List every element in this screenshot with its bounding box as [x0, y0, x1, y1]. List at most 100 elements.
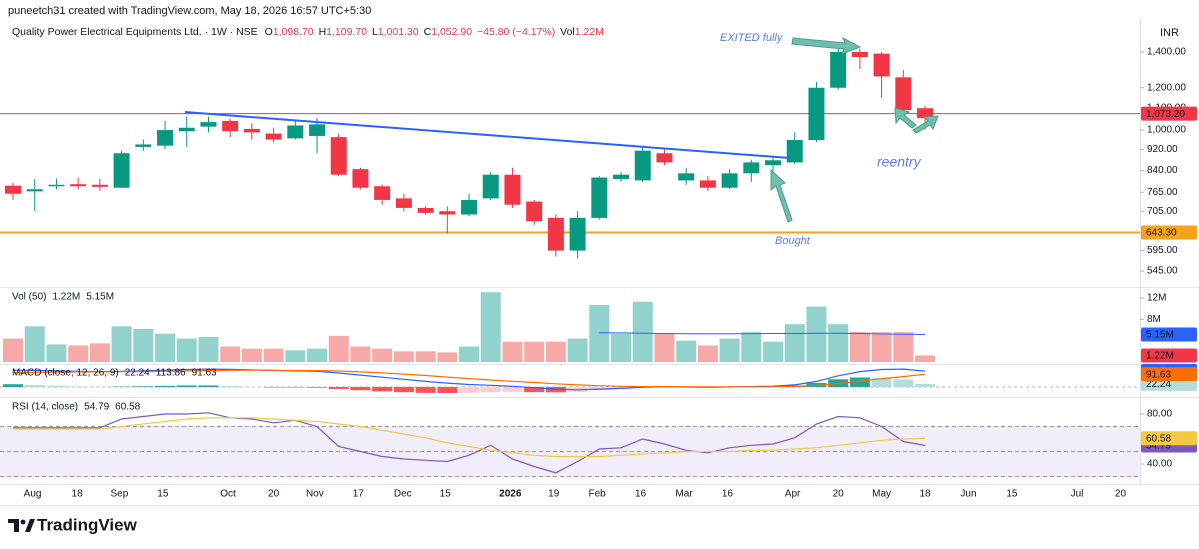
volume-bar — [784, 324, 805, 362]
annotation: Bought — [775, 235, 811, 247]
price-tag-label: 643.30 — [1146, 228, 1177, 239]
volume-bar — [415, 351, 436, 362]
y-tick-label: 765.00 — [1147, 187, 1178, 198]
volume-bar — [632, 301, 653, 362]
x-tick-label: Nov — [306, 489, 324, 500]
candle-body — [222, 120, 239, 132]
candle-body — [395, 198, 412, 208]
credit: puneetch31 created with TradingView.com,… — [8, 5, 371, 17]
x-tick-label: Oct — [220, 489, 236, 500]
volume-bar — [198, 336, 219, 362]
volume-bar — [133, 328, 154, 362]
y-tick-label: 920.00 — [1147, 144, 1178, 155]
volume-bar — [3, 338, 24, 362]
candle-body — [678, 173, 695, 181]
volume-bar — [328, 335, 349, 362]
legend-text: 54.79 — [84, 402, 109, 413]
legend-text: 5.15M — [86, 292, 114, 303]
volume-bar — [176, 338, 197, 362]
candle-body — [482, 174, 499, 199]
y-tick-label: 40.00 — [1147, 459, 1172, 470]
volume-bar — [263, 348, 284, 362]
x-tick-label: 20 — [1115, 489, 1127, 500]
candle-body — [417, 207, 434, 213]
volume-bar — [763, 341, 784, 362]
candle-body — [352, 169, 369, 188]
x-tick-label: Sep — [111, 489, 129, 500]
ohlc-value: 1,052.90 — [431, 26, 472, 38]
price-tag — [1141, 225, 1197, 240]
volume-bar — [68, 345, 89, 362]
legend-text: 1.22M — [52, 292, 80, 303]
price-tag — [1141, 367, 1197, 382]
price-tag-label: 1.22M — [1146, 351, 1174, 362]
symbol-info: Quality Power Electrical Equipments Ltd.… — [12, 26, 604, 38]
logo-mark — [8, 519, 19, 532]
candle-body — [330, 137, 347, 175]
macd-histogram — [241, 386, 262, 388]
candle-body — [656, 153, 673, 163]
arrow — [894, 107, 917, 129]
logo-mark — [25, 519, 35, 532]
macd-histogram — [285, 387, 306, 388]
candle-body — [504, 174, 521, 205]
x-tick-label: 20 — [268, 489, 280, 500]
x-tick-label: 15 — [157, 489, 169, 500]
candle-body — [917, 108, 934, 119]
x-tick-label: Apr — [785, 489, 801, 500]
legend-text: RSI (14, close) — [12, 402, 78, 413]
candle-body — [613, 174, 630, 179]
ohlc-key: C — [424, 26, 432, 38]
candle-body — [26, 189, 43, 192]
x-tick-label: Aug — [24, 489, 42, 500]
macd-histogram — [155, 385, 176, 387]
legend-text: 60.58 — [115, 402, 140, 413]
legend-text: MACD (close, 12, 26, 9) — [12, 368, 119, 379]
y-tick-label: 1,200.00 — [1147, 82, 1186, 93]
volume-bar — [502, 341, 523, 362]
volume-bar — [241, 348, 262, 362]
candle-body — [547, 217, 564, 251]
annotation: reentry — [877, 154, 922, 170]
candle-body — [157, 130, 174, 146]
price-tag-label: 54.79 — [1146, 441, 1171, 452]
volume-bar — [285, 350, 306, 362]
macd-histogram — [893, 379, 914, 387]
volume-bar — [654, 333, 675, 362]
volume-bar — [719, 338, 740, 362]
arrows — [770, 36, 939, 223]
candle-body — [591, 177, 608, 218]
arrow — [912, 115, 939, 134]
volume-bar — [741, 332, 762, 362]
x-tick-label: 15 — [1006, 489, 1018, 500]
volume-bar — [24, 326, 45, 362]
y-tick-label: 80.00 — [1147, 409, 1172, 420]
macd-histogram — [328, 387, 349, 389]
price-tag-label: 22.24 — [1146, 379, 1171, 390]
price-tag — [1141, 106, 1197, 121]
candle-body — [895, 77, 912, 111]
candle-body — [699, 180, 716, 188]
macd-histogram — [307, 387, 328, 388]
volume-bar — [849, 332, 870, 362]
price-tag-label: 1,073.20 — [1146, 109, 1185, 120]
line — [13, 412, 926, 474]
macd-histogram — [68, 386, 89, 387]
macd-histogram — [415, 387, 436, 393]
ohlc-key: H — [319, 26, 327, 38]
macd-histogram — [871, 377, 892, 387]
macd-histogram — [263, 387, 284, 388]
y-tick-label: 705.00 — [1147, 206, 1178, 217]
candle-body — [178, 127, 195, 132]
separators — [0, 18, 1199, 506]
y-tick-label: 545.00 — [1147, 266, 1178, 277]
macd-histogram — [393, 387, 414, 393]
macd-histogram — [849, 377, 870, 387]
price-tag — [1141, 431, 1197, 446]
ohlc-value: 1,001.30 — [378, 26, 419, 38]
x-tick-label: Jul — [1071, 489, 1084, 500]
arrow — [791, 36, 862, 55]
macd-histogram — [350, 387, 371, 391]
